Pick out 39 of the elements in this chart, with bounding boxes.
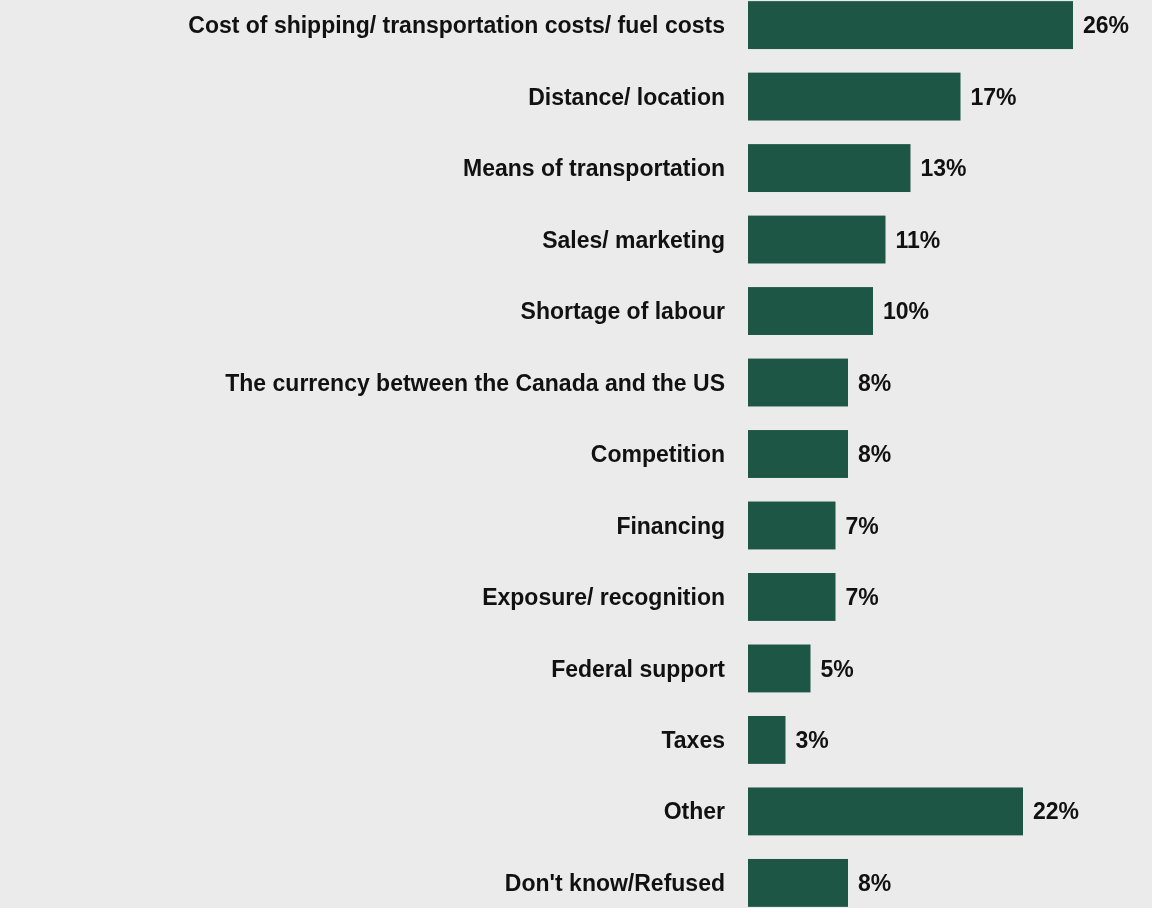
data-label: 7% [845,584,879,611]
y-tick-label: Means of transportation [463,155,725,182]
y-tick-label: Taxes [661,726,725,753]
data-label: 22% [1033,798,1080,825]
y-tick-label: Shortage of labour [520,298,726,325]
data-label: 3% [795,726,829,753]
bar [748,858,848,907]
data-label: 7% [845,512,879,539]
data-label: 13% [920,155,967,182]
bar [748,501,836,550]
bar [748,287,873,335]
bar [748,1,1073,50]
y-tick-label: Other [663,798,726,825]
bar [748,430,848,478]
y-tick-label: Exposure/ recognition [482,584,725,611]
y-tick-label: Financing [616,512,725,539]
bar [748,72,961,121]
bar [748,215,886,264]
bar [748,358,848,407]
data-label: 17% [970,83,1017,110]
y-tick-label: Cost of shipping/ transportation costs/ fuel costs [188,12,725,39]
bar [748,573,836,621]
bar [748,144,911,193]
data-label: 26% [1083,12,1130,39]
bar [748,715,786,764]
y-tick-label: Competition [590,441,725,468]
data-label: 8% [858,369,892,396]
data-label: 8% [858,441,892,468]
data-label: 8% [858,869,892,896]
bar [748,644,811,693]
data-label: 5% [820,655,854,682]
y-tick-label: Federal support [551,655,726,682]
y-tick-label: Distance/ location [528,83,725,110]
y-tick-label: Sales/ marketing [542,226,725,253]
bar [748,787,1023,836]
data-label: 11% [895,226,941,253]
y-tick-label: Don't know/Refused [504,869,725,896]
data-label: 10% [883,298,930,325]
y-tick-label: The currency between the Canada and the US [225,369,725,396]
